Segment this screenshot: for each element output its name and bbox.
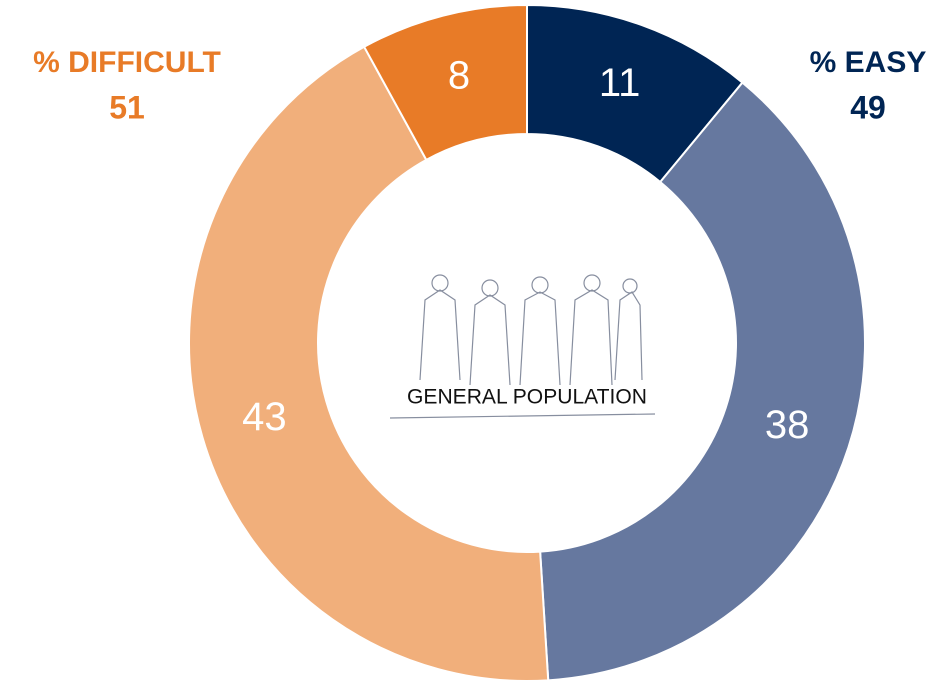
group-name: % DIFFICULT — [33, 46, 221, 79]
value-label: 11 — [599, 61, 641, 105]
group-total: 49 — [850, 89, 886, 125]
value-label: 38 — [765, 403, 810, 447]
value-label: 8 — [448, 54, 470, 98]
group-total: 51 — [109, 89, 145, 125]
value-label: 43 — [242, 395, 287, 439]
donut-segment — [540, 83, 865, 681]
center-label: GENERAL POPULATION — [407, 386, 647, 409]
chart: GENERAL POPULATION 11 38 43 8 % DIFFICULT 51%… — [0, 0, 940, 681]
group-name: % EASY — [810, 46, 927, 79]
donut-segment — [189, 47, 548, 681]
